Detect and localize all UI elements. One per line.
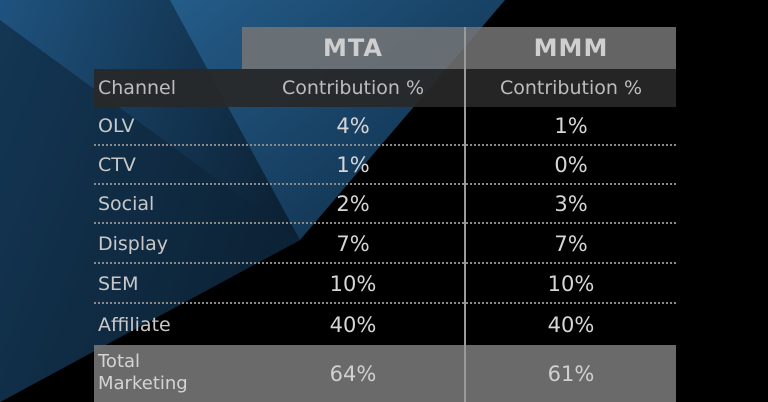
row-mmm-value: 1% [554, 113, 588, 138]
table-row: SEM 10% 10% [94, 265, 676, 304]
total-label: Total Marketing [98, 351, 188, 394]
row-mmm-value: 7% [554, 231, 588, 256]
row-channel: SEM [98, 272, 139, 295]
column-divider [464, 27, 466, 402]
group-header-mta: MTA [242, 27, 464, 69]
contribution-table: MTA MMM Channel Contribution % Contribut… [94, 27, 676, 402]
row-channel: CTV [98, 153, 136, 176]
total-mmm-value: 61% [547, 361, 595, 386]
row-mta-value: 7% [336, 231, 370, 256]
row-mta-value: 2% [336, 191, 370, 216]
row-mta-value: 40% [329, 312, 377, 337]
row-channel: Affiliate [98, 313, 171, 336]
total-mta-value: 64% [329, 361, 377, 386]
row-mta-value: 4% [336, 113, 370, 138]
group-header-mmm: MMM [466, 27, 676, 69]
row-mmm-value: 3% [554, 191, 588, 216]
table-row: Social 2% 3% [94, 185, 676, 224]
row-mta-value: 1% [336, 152, 370, 177]
row-mta-value: 10% [329, 271, 377, 296]
row-channel: Social [98, 192, 155, 215]
column-header-mta: Contribution % [281, 77, 425, 99]
table-row: CTV 1% 0% [94, 146, 676, 185]
total-row: Total Marketing 64% 61% [94, 345, 676, 402]
table-row: OLV 4% 1% [94, 107, 676, 146]
column-header-mmm: Contribution % [499, 77, 643, 99]
table-row: Affiliate 40% 40% [94, 305, 676, 344]
row-mmm-value: 40% [547, 312, 595, 337]
column-header-channel: Channel [98, 77, 177, 99]
row-channel: OLV [98, 114, 135, 137]
row-channel: Display [98, 232, 169, 255]
column-header-row: Channel Contribution % Contribution % [94, 69, 676, 107]
row-mmm-value: 10% [547, 271, 595, 296]
row-mmm-value: 0% [554, 152, 588, 177]
table-row: Display 7% 7% [94, 225, 676, 264]
